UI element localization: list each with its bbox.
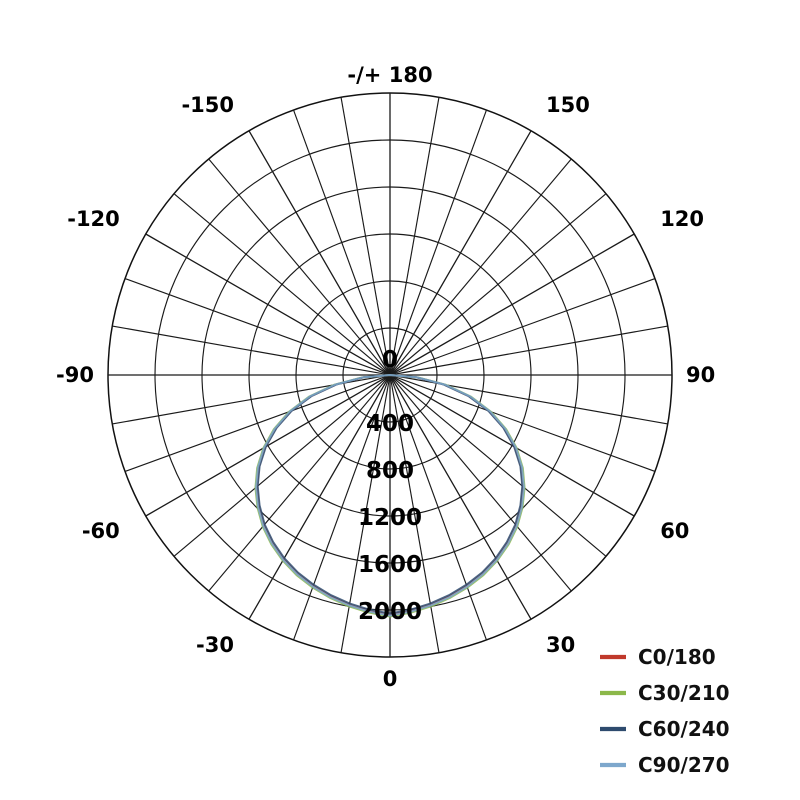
angle-label: 30 <box>546 633 575 657</box>
curve-C60-240 <box>256 374 524 615</box>
angle-label: -/+ 180 <box>347 63 432 87</box>
radial-label: 800 <box>366 458 414 484</box>
radial-label: 2000 <box>358 599 422 625</box>
grid-spoke <box>173 374 391 557</box>
grid-spoke <box>389 278 656 376</box>
grid-spoke <box>389 374 572 592</box>
legend-label: C30/210 <box>638 681 730 705</box>
grid-spoke <box>389 109 487 376</box>
grid-spoke <box>389 374 607 557</box>
grid-spoke <box>340 97 391 376</box>
distribution-curves <box>254 374 526 618</box>
angle-label: -60 <box>82 519 120 543</box>
grid-spoke <box>389 374 487 641</box>
grid-spoke-major <box>389 233 635 376</box>
angle-label: -120 <box>67 207 120 231</box>
angle-label: -150 <box>181 93 234 117</box>
grid-spoke <box>124 374 391 472</box>
angle-tick-labels: -/+ 180 -150 -120 -90 -60 -30 0 30 60 90 120 150 <box>56 63 715 691</box>
radial-tick-labels: 0 400 800 1200 1600 2000 <box>358 347 422 625</box>
angle-label: -90 <box>56 363 94 387</box>
angle-label: 90 <box>686 363 715 387</box>
polar-grid <box>107 92 673 658</box>
grid-spoke-major <box>389 130 532 376</box>
radial-label: 1200 <box>358 505 422 531</box>
grid-spoke-major <box>389 374 635 517</box>
angle-label: 60 <box>660 519 689 543</box>
angle-label: 120 <box>660 207 704 231</box>
legend-label: C60/240 <box>638 717 730 741</box>
angle-label: 150 <box>546 93 590 117</box>
chart-legend: C0/180 C30/210 C60/240 C90/270 <box>600 645 730 777</box>
grid-spoke-major <box>389 374 532 620</box>
grid-spoke-major <box>145 374 391 517</box>
grid-spoke-major <box>145 233 391 376</box>
grid-spoke <box>389 158 572 376</box>
radial-label: 0 <box>382 347 398 373</box>
grid-spoke-major <box>248 374 391 620</box>
grid-spoke <box>173 193 391 376</box>
grid-spoke <box>208 158 391 376</box>
grid-spoke-major <box>248 130 391 376</box>
curve-C90-270 <box>255 374 525 617</box>
grid-spoke <box>389 193 607 376</box>
angle-label: 0 <box>383 667 398 691</box>
grid-spoke <box>389 374 656 472</box>
grid-spoke <box>389 325 668 376</box>
legend-label: C0/180 <box>638 645 716 669</box>
grid-spoke <box>389 97 440 376</box>
legend-label: C90/270 <box>638 753 730 777</box>
grid-spoke <box>293 109 391 376</box>
angle-label: -30 <box>196 633 234 657</box>
grid-spoke <box>293 374 391 641</box>
radial-label: 1600 <box>358 552 422 578</box>
grid-spoke <box>124 278 391 376</box>
grid-spoke <box>208 374 391 592</box>
radial-label: 400 <box>366 411 414 437</box>
grid-spoke <box>112 325 391 376</box>
